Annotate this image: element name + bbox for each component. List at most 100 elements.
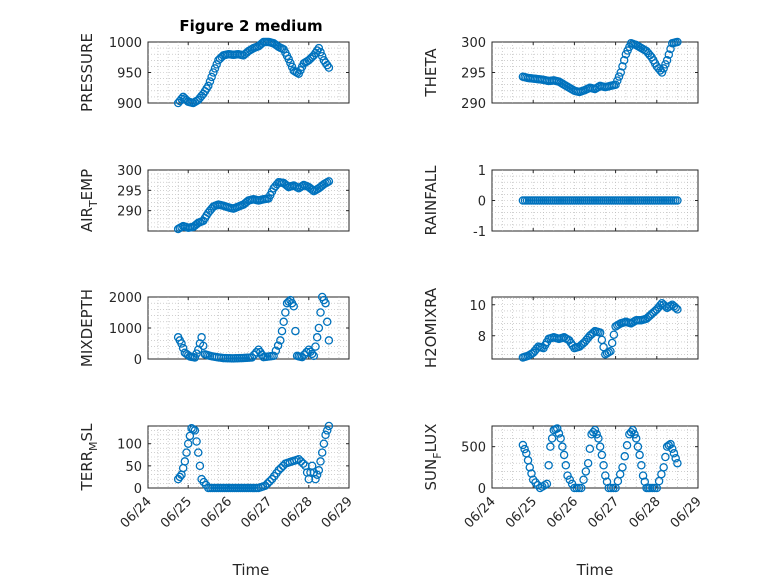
data-point — [309, 351, 319, 361]
data-point — [607, 338, 617, 348]
y-tick-label: 300 — [117, 164, 142, 179]
data-point — [618, 62, 627, 71]
data-point — [182, 448, 191, 457]
data-point — [312, 333, 322, 342]
y-tick-label: 1000 — [109, 322, 142, 337]
data-point — [279, 317, 288, 327]
data-point — [322, 60, 332, 70]
data-point — [314, 466, 324, 475]
x-tick-label: 06/24 — [462, 494, 499, 531]
data-point — [311, 342, 320, 351]
data-point — [319, 439, 329, 448]
y-tick-label: 295 — [117, 184, 142, 199]
y-tick-label: 950 — [117, 67, 142, 82]
x-tick-label: 06/24 — [118, 494, 155, 531]
data-point — [577, 483, 586, 493]
data-point — [175, 472, 185, 482]
data-point — [324, 177, 334, 186]
data-point — [314, 43, 324, 53]
data-point — [316, 47, 325, 57]
data-point — [606, 346, 615, 356]
data-point — [289, 302, 298, 311]
data-point — [647, 483, 657, 493]
data-point — [296, 457, 306, 466]
data-point — [671, 453, 680, 463]
data-point — [204, 81, 213, 91]
data-point — [322, 317, 332, 327]
data-point — [556, 434, 565, 443]
data-point — [322, 426, 332, 435]
data-point — [274, 466, 283, 475]
data-point — [185, 431, 195, 441]
data-point — [195, 461, 205, 471]
data-point — [324, 336, 334, 345]
data-point — [321, 430, 330, 440]
data-point — [661, 60, 670, 69]
data-point — [311, 474, 320, 484]
data-point — [302, 347, 311, 357]
subplot-terr-msl: 0 50 100 06/24 06/25 06/26 06/27 06/28 06/29 TERR… — [78, 421, 356, 531]
data-point — [664, 50, 674, 59]
data-point — [599, 461, 608, 470]
y-tick-label: 0 — [478, 482, 486, 497]
data-point — [209, 68, 218, 77]
data-point — [520, 444, 529, 454]
data-point — [616, 68, 626, 77]
data-point — [542, 479, 552, 489]
data-point — [321, 298, 330, 308]
data-point — [518, 440, 528, 450]
y-tick-label: 900 — [117, 97, 142, 112]
data-point — [544, 461, 553, 470]
data-point — [669, 449, 679, 458]
data-point — [312, 470, 322, 479]
data-point — [614, 72, 624, 81]
y-tick-label: 50 — [125, 460, 142, 475]
data-point — [561, 461, 571, 470]
y-axis-label: RAINFALL — [422, 165, 440, 236]
data-point — [590, 425, 600, 435]
data-point — [666, 301, 675, 311]
data-point — [183, 439, 193, 448]
data-point — [622, 441, 632, 450]
data-point — [277, 326, 287, 336]
data-point — [180, 457, 190, 466]
data-point — [546, 442, 555, 451]
x-tick-label: 06/27 — [238, 494, 275, 531]
data-point — [210, 64, 220, 73]
y-tick-label: 0 — [478, 195, 486, 210]
data-point — [633, 442, 643, 451]
data-point — [314, 323, 324, 333]
y-tick-label: 2000 — [109, 291, 142, 306]
subplot-mixdepth: 0 1000 2000 MIXDEPTH — [78, 289, 350, 368]
y-tick-label: 1 — [478, 164, 486, 179]
y-tick-label: 8 — [478, 330, 486, 345]
data-point — [291, 326, 300, 336]
data-point — [197, 333, 206, 342]
data-point — [307, 349, 317, 359]
data-point — [650, 483, 659, 493]
y-tick-label: 500 — [461, 441, 486, 456]
data-point — [637, 461, 646, 470]
data-point — [657, 68, 667, 77]
data-point — [673, 458, 682, 468]
data-point — [611, 80, 620, 89]
data-point — [581, 467, 591, 476]
subplot-sun-flux: 0 500 06/24 06/25 06/26 06/27 06/28 06/29 SUNFLU… — [422, 424, 705, 532]
data-point — [276, 463, 286, 473]
data-point — [661, 452, 670, 462]
data-point — [635, 450, 644, 460]
data-point — [177, 339, 186, 348]
data-point — [263, 479, 272, 488]
data-point — [199, 341, 208, 351]
data-point — [265, 477, 274, 486]
x-tick-label: 06/25 — [158, 494, 195, 531]
data-point — [247, 353, 257, 362]
y-tick-label: 290 — [117, 205, 142, 220]
data-point — [528, 475, 538, 484]
data-point — [260, 481, 270, 491]
data-point — [190, 426, 200, 435]
data-point — [252, 348, 261, 357]
data-point — [628, 425, 638, 435]
